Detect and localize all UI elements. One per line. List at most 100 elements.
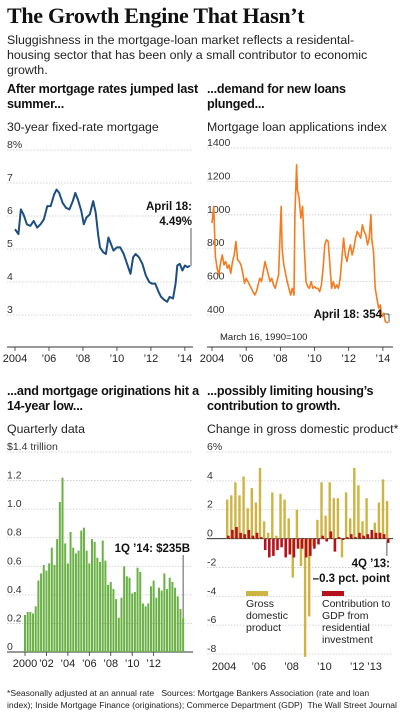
gdp-bar (250, 488, 253, 539)
originations-bar (37, 580, 40, 652)
residential-bar (341, 538, 345, 540)
residential-bar (350, 534, 353, 539)
gdp-bar (246, 508, 249, 539)
residential-bar (276, 538, 279, 551)
originations-bar (69, 532, 72, 652)
gdp-chart-x-tick-label: ’08 (284, 661, 299, 673)
residential-bar (280, 538, 283, 548)
originations-chart-y-tick-label: $1.4 trillion (7, 441, 58, 453)
page-title: The Growth Engine That Hasn’t (7, 3, 305, 28)
gdp-bar (279, 493, 282, 539)
originations-bar (163, 573, 166, 652)
gdp-bar (340, 538, 344, 558)
rate-chart-y-tick-label: 4 (7, 271, 13, 283)
gdp-chart-panel: ...possibly limiting housing’s contribut… (207, 384, 400, 436)
gdp-bar (258, 467, 262, 539)
rate-annotation-label: April 18: (146, 201, 192, 213)
originations-chart-x-tick-label: ’04 (61, 658, 76, 670)
applications-chart-panel: ...demand for new loans plunged... Mortg… (207, 82, 400, 134)
originations-chart-y-tick-label: 1.2 (7, 470, 22, 482)
gdp-chart-y-tick-label: -4 (207, 585, 216, 597)
gdp-bar (361, 521, 364, 539)
originations-chart-y-tick-label: 0.8 (7, 527, 22, 539)
gdp-bar (344, 492, 348, 539)
gdp-bar (234, 482, 237, 539)
originations-bar (101, 540, 104, 652)
residential-bar (362, 535, 365, 539)
page-subtitle: Sluggishness in the mortgage-loan market… (7, 33, 368, 77)
residential-bar (333, 538, 337, 552)
originations-bar (58, 502, 61, 652)
gdp-bar (385, 501, 389, 539)
originations-bar (64, 543, 67, 652)
originations-bar (160, 590, 163, 652)
gdp-bar (320, 482, 323, 539)
originations-bar (93, 542, 96, 652)
originations-bar (117, 617, 120, 652)
residential-bar (309, 538, 312, 556)
gdp-chart-y-tick-label: -8 (207, 643, 216, 655)
originations-bar (80, 530, 83, 652)
originations-bar (125, 576, 128, 652)
residential-bar (358, 532, 361, 539)
originations-bar (66, 563, 69, 652)
residential-bar (272, 538, 275, 556)
gdp-annotation-label: 4Q ’13: (352, 558, 390, 570)
gdp-bar (357, 485, 360, 539)
originations-bar (174, 587, 177, 652)
gdp-bar (226, 499, 229, 539)
applications-chart-x-tick-label: ’10 (307, 353, 322, 365)
applications-chart-subtitle: Mortgage loan applications index (207, 120, 387, 134)
originations-bar (26, 612, 29, 652)
gdp-bar (267, 532, 270, 539)
gdp-bar (373, 522, 376, 539)
originations-bar (128, 577, 131, 652)
originations-chart-x-tick-label: ’02 (39, 658, 54, 670)
gdp-chart-headline: ...possibly limiting housing’s contribut… (207, 384, 374, 413)
originations-chart-x-tick-label: 2000 (13, 658, 37, 670)
applications-chart-x-tick-label: ’14 (376, 353, 391, 365)
gdp-bar (271, 492, 274, 539)
originations-bar (115, 599, 118, 652)
gdp-bar (377, 502, 381, 539)
originations-bar (147, 603, 150, 652)
residential-bar (325, 538, 328, 542)
applications-chart-y-tick-label: 600 (207, 271, 225, 283)
rate-chart-y-tick-label: 3 (7, 304, 13, 316)
gdp-annotation-value: –0.3 pct. point (313, 573, 390, 585)
gdp-chart-x-tick-label: ’13 (367, 661, 382, 673)
originations-bar (74, 553, 77, 652)
originations-bar (182, 618, 185, 652)
footer-sources: Sources: Mortgage Bankers Association (r… (7, 688, 370, 710)
residential-bar (304, 538, 308, 558)
originations-bar (72, 547, 75, 652)
originations-bar (179, 609, 182, 652)
gdp-bar (316, 519, 319, 539)
originations-chart-subtitle: Quarterly data (7, 422, 85, 436)
residential-bar (345, 537, 349, 539)
originations-bar (131, 593, 134, 652)
rate-chart-x-tick-label: ’08 (76, 353, 91, 365)
rate-chart-y-tick-label: 8% (7, 139, 22, 151)
gdp-chart-y-tick-label: 2 (207, 499, 213, 511)
rate-chart-y-tick-label: 6 (7, 205, 13, 217)
gdp-bar (381, 479, 385, 539)
rate-chart-y-tick-label: 5 (7, 238, 13, 250)
gdp-bar (254, 502, 258, 539)
originations-chart-x-tick-label: ’06 (82, 658, 97, 670)
residential-bar (239, 532, 242, 539)
originations-bar (120, 597, 123, 652)
originations-bar (155, 597, 158, 652)
gdp-bar (291, 538, 294, 578)
residential-bar (227, 535, 230, 539)
originations-chart-y-tick-label: 0.2 (7, 612, 22, 624)
rate-line (14, 188, 191, 303)
rate-chart-y-tick-label: 7 (7, 172, 13, 184)
applications-annotation-label: April 18: 354 (314, 309, 383, 321)
originations-bar (107, 584, 110, 652)
applications-chart-y-tick-label: 400 (207, 304, 225, 316)
gdp-bar (328, 482, 331, 539)
gdp-bar (365, 498, 368, 539)
originations-bar (56, 539, 59, 652)
residential-bar (366, 534, 369, 539)
